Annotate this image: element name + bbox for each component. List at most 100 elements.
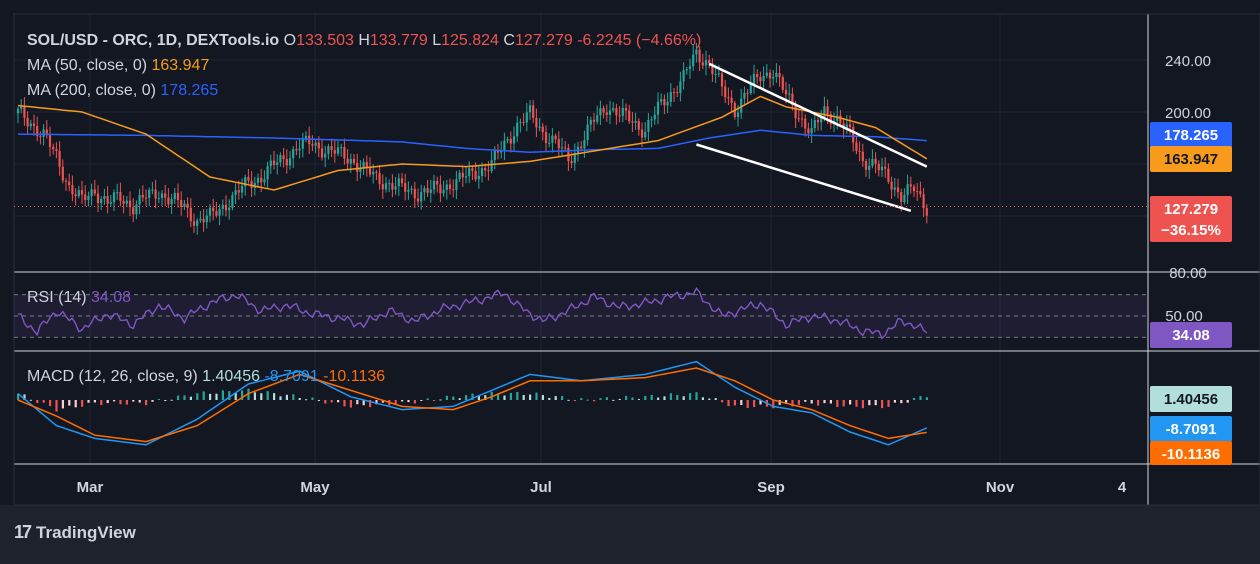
candle-body xyxy=(269,160,272,167)
ma200-badge xyxy=(1150,122,1232,148)
candle-body xyxy=(436,180,439,185)
candle-body xyxy=(96,193,100,203)
macd-histogram-bar xyxy=(509,392,512,400)
macd-histogram-bar xyxy=(106,400,109,404)
candle-body xyxy=(343,147,346,159)
macd-hist-value: 1.40456 xyxy=(202,368,264,385)
candle-body xyxy=(852,127,855,143)
candle-body xyxy=(855,142,858,152)
macd-histogram-bar xyxy=(170,399,173,401)
candle-body xyxy=(535,117,538,128)
candle-body xyxy=(103,196,106,199)
candle-body xyxy=(791,93,794,106)
candle-body xyxy=(173,192,176,200)
candle-body xyxy=(900,192,903,202)
macd-histogram-bar xyxy=(125,400,128,405)
macd-histogram-bar xyxy=(420,400,423,401)
ma200-badge-label: 178.265 xyxy=(1164,127,1218,144)
candle-body xyxy=(327,146,330,154)
ohlc-value: 127.279 xyxy=(515,32,577,49)
legend-macd: MACD (12, 26, close, 9) 1.40456 -8.7091 … xyxy=(27,368,385,385)
candle-body xyxy=(199,218,202,221)
candle-body xyxy=(58,150,61,167)
candle-body xyxy=(599,108,602,116)
histogram-badge xyxy=(1150,386,1232,412)
candle-body xyxy=(698,49,701,63)
candle-body xyxy=(621,107,624,116)
macd-histogram-bar xyxy=(669,393,672,400)
macd-histogram-bar xyxy=(298,397,301,400)
candle-body xyxy=(756,74,759,78)
macd-histogram-bar xyxy=(93,400,96,403)
candle-body xyxy=(772,76,775,79)
macd-histogram-bar xyxy=(426,398,429,400)
candle-body xyxy=(244,177,247,187)
candle-body xyxy=(896,187,900,193)
candle-body xyxy=(410,188,413,190)
watermark-label: TradingView xyxy=(36,522,136,542)
candle-body xyxy=(308,135,311,145)
ohlc-value: 125.824 xyxy=(441,32,503,49)
candle-body xyxy=(858,151,861,153)
candle-body xyxy=(256,177,260,183)
macd-histogram-bar xyxy=(548,397,551,400)
rsi-label: RSI (14) xyxy=(27,289,91,306)
macd-histogram-bar xyxy=(49,400,52,407)
macd-histogram-bar xyxy=(657,397,660,400)
signal-badge xyxy=(1150,441,1232,465)
candle-body xyxy=(631,121,634,123)
macd-histogram-bar xyxy=(273,393,276,400)
candle-body xyxy=(122,200,125,204)
candle-body xyxy=(170,199,173,205)
candle-body xyxy=(352,158,356,164)
price-badge-label: −36.15% xyxy=(1161,222,1221,239)
candle-body xyxy=(186,203,189,208)
candle-body xyxy=(752,74,756,85)
legend-rsi: RSI (14) 34.08 xyxy=(27,289,131,306)
candle-body xyxy=(736,112,740,118)
x-tick-label: Mar xyxy=(77,479,104,496)
candle-body xyxy=(592,119,596,122)
macd-histogram-bar xyxy=(413,400,416,404)
ohlc-value: 133.779 xyxy=(370,32,432,49)
candle-body xyxy=(404,183,407,192)
macd-histogram-bar xyxy=(196,393,199,400)
candle-body xyxy=(285,159,288,166)
candle-body xyxy=(692,54,695,67)
candle-body xyxy=(288,158,292,166)
candle-body xyxy=(743,92,746,99)
candle-body xyxy=(336,147,340,154)
candle-body xyxy=(320,148,324,158)
macd-histogram-bar xyxy=(868,400,871,406)
candle-body xyxy=(205,215,208,223)
candle-body xyxy=(580,146,583,149)
candle-body xyxy=(768,72,772,79)
candle-body xyxy=(807,128,810,134)
candle-body xyxy=(61,166,64,181)
wedge-trendline xyxy=(708,62,928,168)
price-badge-label: 127.279 xyxy=(1164,201,1218,218)
macd-histogram-bar xyxy=(849,400,852,405)
macd-histogram-bar xyxy=(292,394,295,400)
macd-histogram-bar xyxy=(81,400,84,407)
x-tick-label: Sep xyxy=(757,479,785,496)
candle-body xyxy=(64,180,68,182)
macd-histogram-bar xyxy=(580,398,583,400)
macd-histogram-bar xyxy=(605,397,608,400)
ohlc-label: O xyxy=(284,32,296,49)
candle-body xyxy=(420,192,423,202)
candle-body xyxy=(263,179,266,183)
macd-histogram-bar xyxy=(881,400,884,409)
candle-body xyxy=(90,189,93,197)
candle-body xyxy=(810,128,813,134)
macd-badge xyxy=(1150,416,1232,442)
tradingview-watermark[interactable]: 17 TradingView xyxy=(14,522,136,543)
macd-histogram-bar xyxy=(311,397,314,400)
candle-body xyxy=(400,178,404,184)
candle-body xyxy=(554,135,557,140)
macd-histogram-bar xyxy=(586,399,589,401)
rsi-badge-label: 34.08 xyxy=(1172,327,1210,344)
candle-body xyxy=(135,204,138,215)
candle-body xyxy=(116,192,119,194)
